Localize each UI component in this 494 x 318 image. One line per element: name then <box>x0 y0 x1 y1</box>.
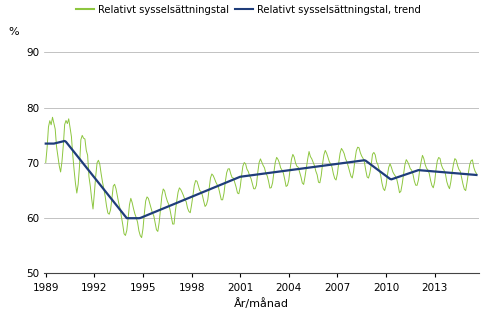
Relativt sysselsättningstal, trend <box>124 216 130 220</box>
Legend: Relativt sysselsättningstal, Relativt sysselsättningstal, trend: Relativt sysselsättningstal, Relativt sy… <box>76 4 420 15</box>
Relativt sysselsättningstal <box>43 161 49 164</box>
Relativt sysselsättningstal, trend <box>349 160 355 164</box>
Relativt sysselsättningstal <box>139 236 145 239</box>
Relativt sysselsättningstal, trend <box>474 173 480 177</box>
Relativt sysselsättningstal, trend <box>268 171 274 175</box>
Relativt sysselsättningstal, trend <box>355 159 361 163</box>
Relativt sysselsättningstal <box>355 145 361 149</box>
Relativt sysselsättningstal <box>49 115 55 119</box>
Relativt sysselsättningstal <box>106 212 112 216</box>
Relativt sysselsättningstal <box>423 166 429 170</box>
Relativt sysselsättningstal, trend <box>62 139 68 143</box>
Relativt sysselsättningstal, trend <box>399 174 405 177</box>
Relativt sysselsättningstal, trend <box>423 169 429 173</box>
Relativt sysselsättningstal <box>474 172 480 176</box>
Line: Relativt sysselsättningstal, trend: Relativt sysselsättningstal, trend <box>46 141 477 218</box>
Line: Relativt sysselsättningstal: Relativt sysselsättningstal <box>46 117 477 238</box>
Relativt sysselsättningstal, trend <box>106 194 112 198</box>
X-axis label: År/månad: År/månad <box>234 298 289 309</box>
Y-axis label: %: % <box>9 27 19 37</box>
Relativt sysselsättningstal <box>399 182 405 186</box>
Relativt sysselsättningstal <box>268 186 274 190</box>
Relativt sysselsättningstal, trend <box>43 142 49 146</box>
Relativt sysselsättningstal <box>349 176 355 180</box>
